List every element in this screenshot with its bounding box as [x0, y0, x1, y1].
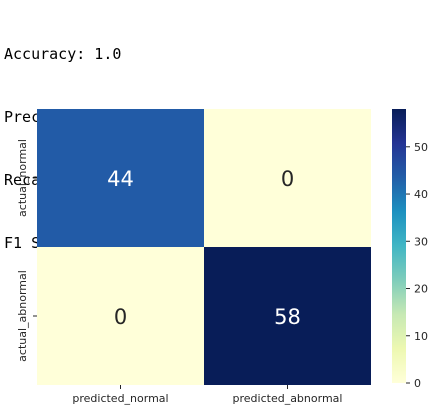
heatmap-cell	[37, 247, 204, 385]
x-axis-ticks: predicted_normal predicted_abnormal	[72, 385, 342, 405]
heatmap-cell	[37, 109, 204, 247]
colorbar-tick-label: 10	[414, 330, 428, 343]
colorbar-tick-label: 50	[414, 141, 428, 154]
heatmap-cells	[37, 109, 371, 385]
colorbar-gradient	[392, 109, 406, 383]
colorbar-tick-label: 40	[414, 188, 428, 201]
colorbar-tick-label: 20	[414, 283, 428, 296]
colorbar-tick-label: 0	[414, 377, 421, 390]
heatmap-cell	[204, 109, 371, 247]
x-tick-label: predicted_normal	[72, 392, 168, 405]
cell-value-label: 58	[274, 305, 301, 329]
y-tick-label: actual_abnormal	[16, 270, 29, 362]
colorbar: 0 10 20 30 40 50	[392, 109, 428, 390]
heatmap-annotations: 44 0 0 58	[107, 167, 301, 329]
x-tick-label: predicted_abnormal	[233, 392, 343, 405]
y-axis-ticks: actual_normal actual_abnormal	[16, 139, 37, 362]
cell-value-label: 0	[281, 167, 294, 191]
cell-value-label: 44	[107, 167, 134, 191]
y-tick-label: actual_normal	[16, 139, 29, 217]
colorbar-tick-label: 30	[414, 235, 428, 248]
accuracy-metric: Accuracy: 1.0	[4, 45, 122, 63]
heatmap-cell	[204, 247, 371, 385]
cell-value-label: 0	[114, 305, 127, 329]
